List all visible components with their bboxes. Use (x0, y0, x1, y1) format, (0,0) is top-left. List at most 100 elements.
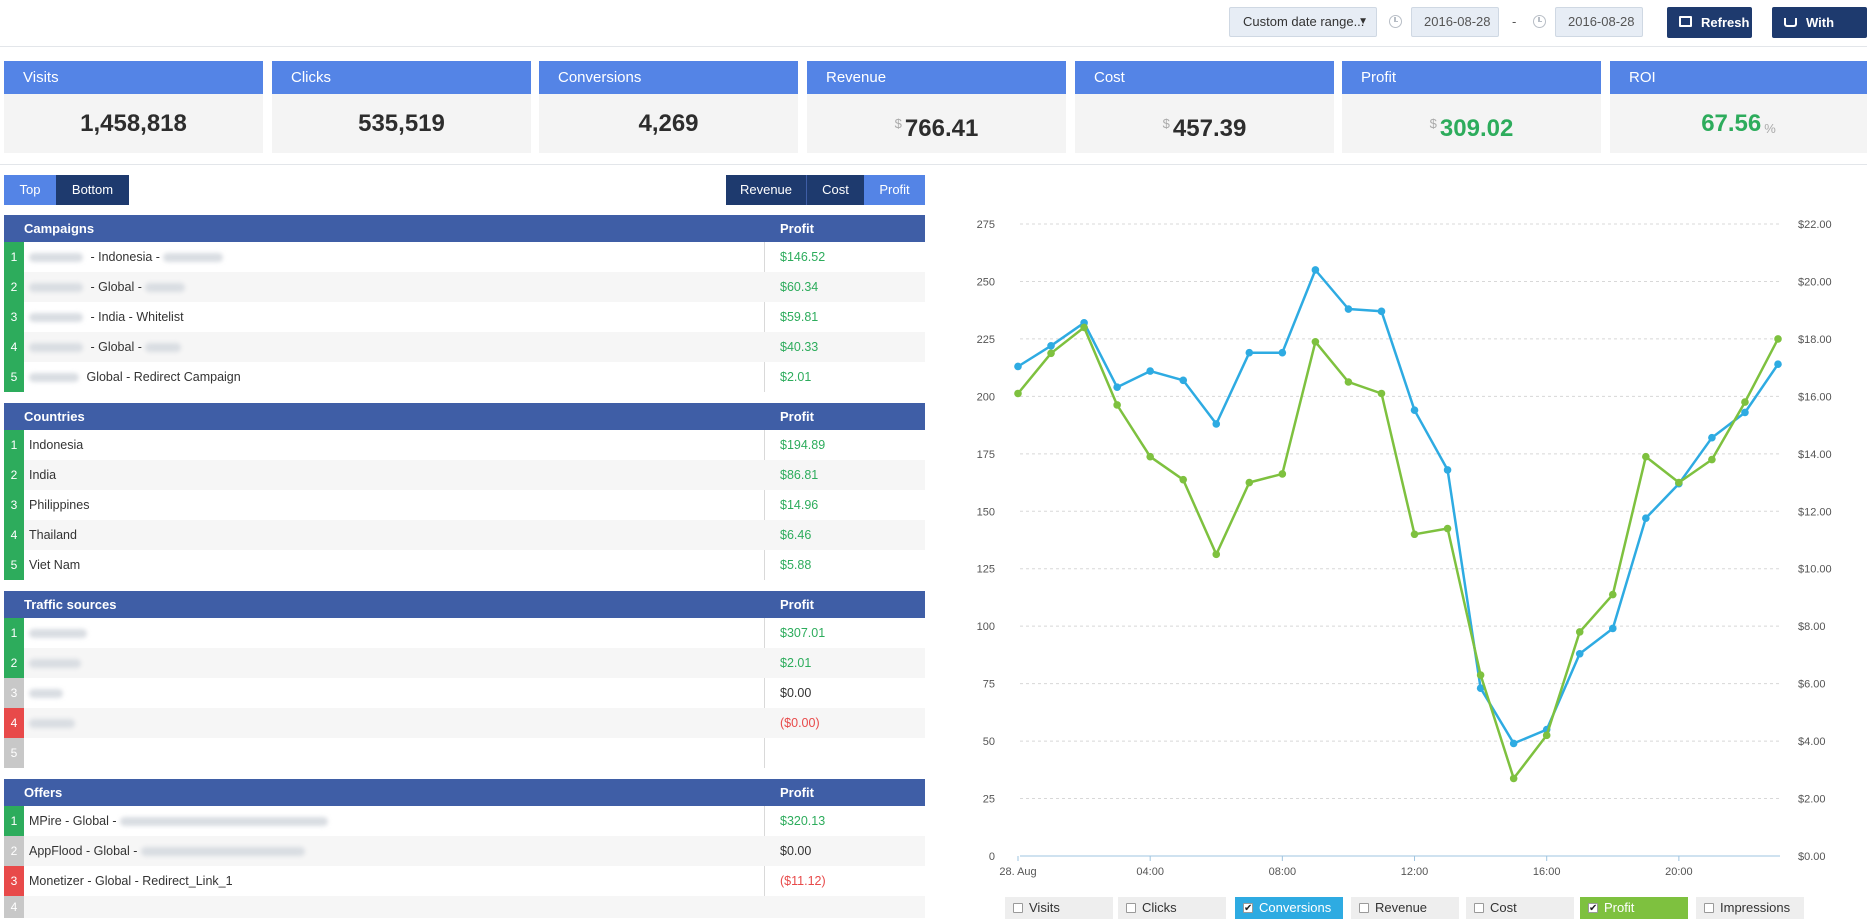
table-header: Offers Profit (4, 779, 925, 806)
metric-cost-toggle[interactable]: Cost (806, 175, 864, 205)
table-row[interactable]: 2 $2.01 (4, 648, 925, 678)
table-row[interactable]: 5 Viet Nam $5.88 (4, 550, 925, 580)
profit-data-point (1476, 671, 1485, 679)
profit-data-point (1642, 452, 1650, 461)
table-row[interactable]: 1 Indonesia $194.89 (4, 430, 925, 460)
rank-badge: 3 (4, 302, 24, 332)
conversions-data-point (1443, 466, 1452, 474)
conversions-data-point (1245, 348, 1254, 357)
rank-badge: 5 (4, 362, 24, 392)
inbox-icon (1784, 18, 1797, 27)
rank-badge: 3 (4, 866, 24, 896)
legend-revenue[interactable]: Revenue (1351, 897, 1459, 919)
row-value: $59.81 (780, 310, 819, 324)
table-row[interactable]: 3 - India - Whitelist $59.81 (4, 302, 925, 332)
profit-data-point (1542, 731, 1551, 740)
conversions-data-point (1774, 360, 1782, 368)
row-name: Monetizer - Global - Redirect_Link_1 (29, 874, 233, 888)
table-row[interactable]: 2 India $86.81 (4, 460, 925, 490)
date-separator: - (1512, 14, 1517, 29)
kpi-revenue: Revenue $766.41 (807, 61, 1066, 153)
kpi-label: Visits (4, 61, 263, 94)
redacted-text (29, 659, 81, 669)
row-value: $86.81 (780, 468, 819, 482)
x-tick-label: 04:00 (1136, 866, 1164, 878)
legend-cost[interactable]: Cost (1466, 897, 1574, 919)
date-to-input[interactable]: 2016-08-28 (1555, 7, 1643, 37)
with-traffic-button[interactable]: With traffic (1772, 7, 1867, 61)
legend-clicks[interactable]: Clicks (1118, 897, 1226, 919)
legend-label: Clicks (1142, 900, 1177, 915)
checkbox-checked-icon (1243, 898, 1253, 920)
redacted-text (145, 343, 182, 353)
date-range-select[interactable]: Custom date range... ▼ (1229, 7, 1377, 37)
conversions-data-point (1179, 376, 1188, 385)
kpi-cost: Cost $457.39 (1075, 61, 1334, 153)
row-name: MPire - Global - (29, 814, 120, 828)
refresh-icon (1679, 16, 1692, 27)
y-left-tick-label: 0 (989, 851, 995, 863)
table-row[interactable]: 3 Philippines $14.96 (4, 490, 925, 520)
row-value: ($0.00) (780, 716, 820, 730)
refresh-button[interactable]: Refresh (1667, 7, 1752, 38)
metric-profit-toggle[interactable]: Profit (864, 175, 925, 205)
table-row[interactable]: 1 MPire - Global - $320.13 (4, 806, 925, 836)
kpi-label: Revenue (807, 61, 1066, 94)
y-left-tick-label: 250 (977, 276, 995, 288)
conversions-data-point (1377, 307, 1386, 316)
profit-data-point (1708, 455, 1716, 464)
bottom-toggle[interactable]: Bottom (56, 175, 129, 205)
metric-revenue-toggle[interactable]: Revenue (726, 175, 806, 205)
rank-badge: 4 (4, 332, 24, 362)
top-toolbar: Custom date range... ▼ 2016-08-28 - 2016… (0, 0, 1867, 61)
redacted-text (140, 847, 305, 857)
countries-table: Countries Profit 1 Indonesia $194.89 2 I… (4, 403, 925, 580)
rank-badge: 2 (4, 272, 24, 302)
legend-profit[interactable]: Profit (1580, 897, 1688, 920)
table-title: Countries (24, 409, 85, 424)
table-row[interactable]: 3 Monetizer - Global - Redirect_Link_1 (… (4, 866, 925, 896)
table-header: Traffic sources Profit (4, 591, 925, 618)
column-divider (764, 430, 765, 580)
x-tick-label: 08:00 (1269, 866, 1297, 878)
y-right-tick-label: $22.00 (1798, 219, 1832, 231)
conversions-data-point (1608, 624, 1617, 633)
profit-data-point (1080, 323, 1088, 332)
table-row[interactable]: 4 ($0.00) (4, 708, 925, 738)
profit-data-point (1410, 530, 1419, 539)
y-right-tick-label: $12.00 (1798, 506, 1832, 518)
rank-badge: 5 (4, 738, 24, 768)
row-value: $6.46 (780, 528, 812, 542)
legend-impressions[interactable]: Impressions (1696, 897, 1804, 919)
rank-badge: 4 (4, 520, 24, 550)
x-tick-label: 20:00 (1665, 866, 1693, 878)
row-name: - India - Whitelist (87, 310, 184, 324)
rank-badge: 3 (4, 678, 24, 708)
checkbox-icon (1126, 903, 1136, 913)
table-row[interactable]: 1 $307.01 (4, 618, 925, 648)
conversions-data-point (1113, 383, 1121, 391)
row-value: $0.00 (780, 686, 812, 700)
table-row[interactable]: 2 AppFlood - Global - $0.00 (4, 836, 925, 866)
top-toggle[interactable]: Top (4, 175, 56, 205)
legend-conversions[interactable]: Conversions (1235, 897, 1343, 920)
table-row[interactable]: 3 $0.00 (4, 678, 925, 708)
table-row[interactable]: 5 (4, 738, 925, 768)
y-right-tick-label: $14.00 (1798, 449, 1832, 461)
profit-data-point (1014, 389, 1022, 398)
legend-label: Cost (1490, 900, 1517, 915)
table-row[interactable]: 5 Global - Redirect Campaign $2.01 (4, 362, 925, 392)
redacted-text (145, 283, 186, 293)
redacted-text (29, 313, 83, 323)
date-from-input[interactable]: 2016-08-28 (1411, 7, 1499, 37)
table-row[interactable]: 4 (4, 896, 925, 918)
legend-visits[interactable]: Visits (1005, 897, 1113, 919)
table-row[interactable]: 4 Thailand $6.46 (4, 520, 925, 550)
y-right-tick-label: $10.00 (1798, 564, 1832, 576)
table-row[interactable]: 2 - Global - $60.34 (4, 272, 925, 302)
table-row[interactable]: 4 - Global - $40.33 (4, 332, 925, 362)
table-row[interactable]: 1 - Indonesia - $146.52 (4, 242, 925, 272)
offers-table: Offers Profit 1 MPire - Global - $320.13… (4, 779, 925, 918)
profit-data-point (1608, 590, 1617, 599)
column-header-profit: Profit (780, 409, 814, 424)
